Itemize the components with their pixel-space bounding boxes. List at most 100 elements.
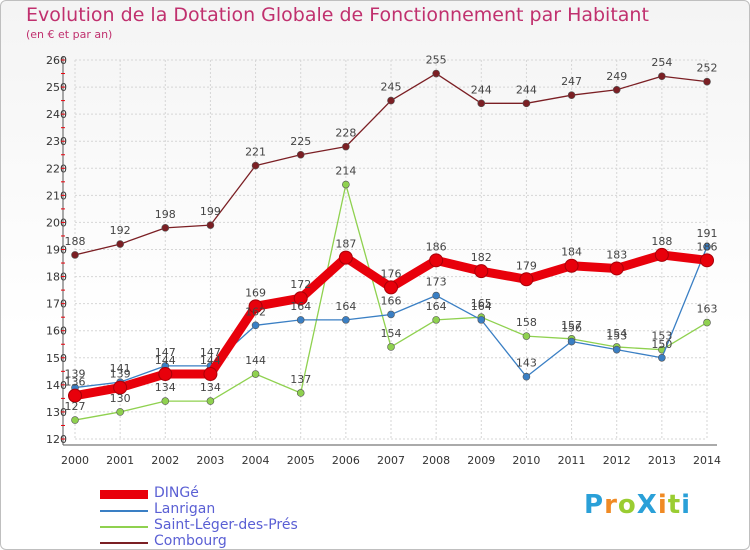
data-point [71,416,79,424]
legend-item: Combourg [100,533,360,550]
data-label: 199 [200,205,221,218]
data-label: 244 [471,83,492,96]
legend-swatch-saint-leger [100,526,148,528]
data-label: 214 [335,165,356,178]
data-point [429,253,444,268]
data-point [564,258,579,273]
data-label: 221 [245,146,266,159]
data-label: 158 [516,316,537,329]
data-point [251,321,260,330]
data-point [387,343,395,351]
data-label: 192 [110,224,131,237]
data-label: 228 [335,127,356,140]
data-label: 186 [697,240,718,253]
grid [74,59,708,440]
data-point [251,370,260,378]
data-point [703,318,711,327]
x-tick-label: 2012 [603,454,631,467]
data-point [251,161,260,170]
data-label: 134 [155,381,176,394]
data-label: 136 [65,376,86,389]
data-point [158,367,173,382]
data-point [522,332,531,340]
data-point [474,264,489,279]
y-tick-label: 120 [46,433,67,446]
y-tick-label: 180 [46,271,67,284]
data-label: 144 [200,354,221,367]
data-label: 164 [426,300,447,313]
data-point [700,253,714,268]
data-point [658,353,666,362]
data-label: 162 [245,305,266,318]
data-label: 188 [65,235,86,248]
data-label: 176 [381,267,402,280]
data-label: 147 [200,346,221,359]
data-label: 249 [606,70,627,83]
data-point [658,72,666,81]
x-tick-label: 2007 [377,454,405,467]
data-label: 144 [245,354,266,367]
chart-subtitle: (en € et par an) [26,28,113,41]
x-tick-label: 2008 [422,454,450,467]
data-point [387,310,395,319]
data-point [116,408,124,416]
legend: DINGé Lanrigan Saint-Léger-des-Prés Comb… [100,485,360,550]
data-label: 252 [697,62,718,75]
data-label: 164 [471,300,492,313]
legend-label-combourg: Combourg [154,533,227,549]
legend-label-saint-leger: Saint-Léger-des-Prés [154,517,298,533]
data-label: 179 [516,259,537,272]
legend-swatch-lanrigan [100,510,148,512]
x-tick-label: 2004 [242,454,270,467]
data-label: 164 [290,300,311,313]
y-tick-label: 230 [46,135,67,148]
data-point [703,77,711,86]
data-label: 141 [110,362,131,375]
x-tick-label: 2010 [512,454,540,467]
data-point [296,389,305,397]
data-label: 154 [606,327,627,340]
data-point [387,96,395,105]
data-point [113,380,128,395]
data-point [612,85,621,94]
y-tick-label: 240 [46,108,67,121]
data-point [477,99,486,108]
data-labels: 188 192 198 199 221 225 228 245 255 244 244 247 249 2… [65,54,718,414]
data-point [248,299,263,314]
data-point [612,345,621,354]
data-point [296,150,305,159]
x-tick-label: 2011 [558,454,586,467]
data-label: 166 [381,294,402,307]
x-tick-label: 2009 [467,454,495,467]
x-tick-label: 2013 [648,454,676,467]
data-label: 150 [651,338,672,351]
data-point [384,280,398,295]
legend-swatch-combourg [100,542,148,544]
data-label: 130 [110,392,131,405]
y-tick-label: 130 [46,406,67,419]
data-label: 173 [426,276,447,289]
data-point [522,372,531,381]
data-label: 127 [65,400,86,413]
data-label: 255 [426,54,447,67]
data-point [477,316,486,324]
data-label: 153 [606,330,627,343]
data-label: 147 [155,346,176,359]
data-point [116,240,124,248]
data-label: 156 [561,322,582,335]
data-label: 163 [697,303,718,316]
data-label: 191 [697,227,718,240]
data-label: 169 [245,286,266,299]
data-label: 157 [561,319,582,332]
data-point [519,272,534,287]
data-label: 254 [651,56,672,69]
data-label: 137 [290,373,311,386]
y-tick-label: 260 [46,54,67,67]
data-point [432,316,440,324]
series-lines [68,69,714,424]
legend-label-dinge: DINGé [154,485,199,501]
x-tick-label: 2014 [693,454,721,467]
data-label: 139 [110,368,131,381]
data-label: 247 [561,75,582,88]
